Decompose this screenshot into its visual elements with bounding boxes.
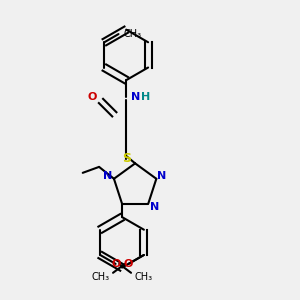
Text: S: S bbox=[122, 152, 131, 165]
Text: O: O bbox=[112, 259, 121, 269]
Text: CH₃: CH₃ bbox=[92, 272, 110, 282]
Text: N: N bbox=[130, 92, 140, 101]
Text: N: N bbox=[103, 171, 112, 181]
Text: N: N bbox=[157, 171, 166, 181]
Text: H: H bbox=[141, 92, 150, 101]
Text: N: N bbox=[150, 202, 159, 212]
Text: CH₃: CH₃ bbox=[134, 272, 152, 282]
Text: O: O bbox=[87, 92, 97, 101]
Text: CH₃: CH₃ bbox=[124, 29, 142, 39]
Text: O: O bbox=[123, 259, 132, 269]
